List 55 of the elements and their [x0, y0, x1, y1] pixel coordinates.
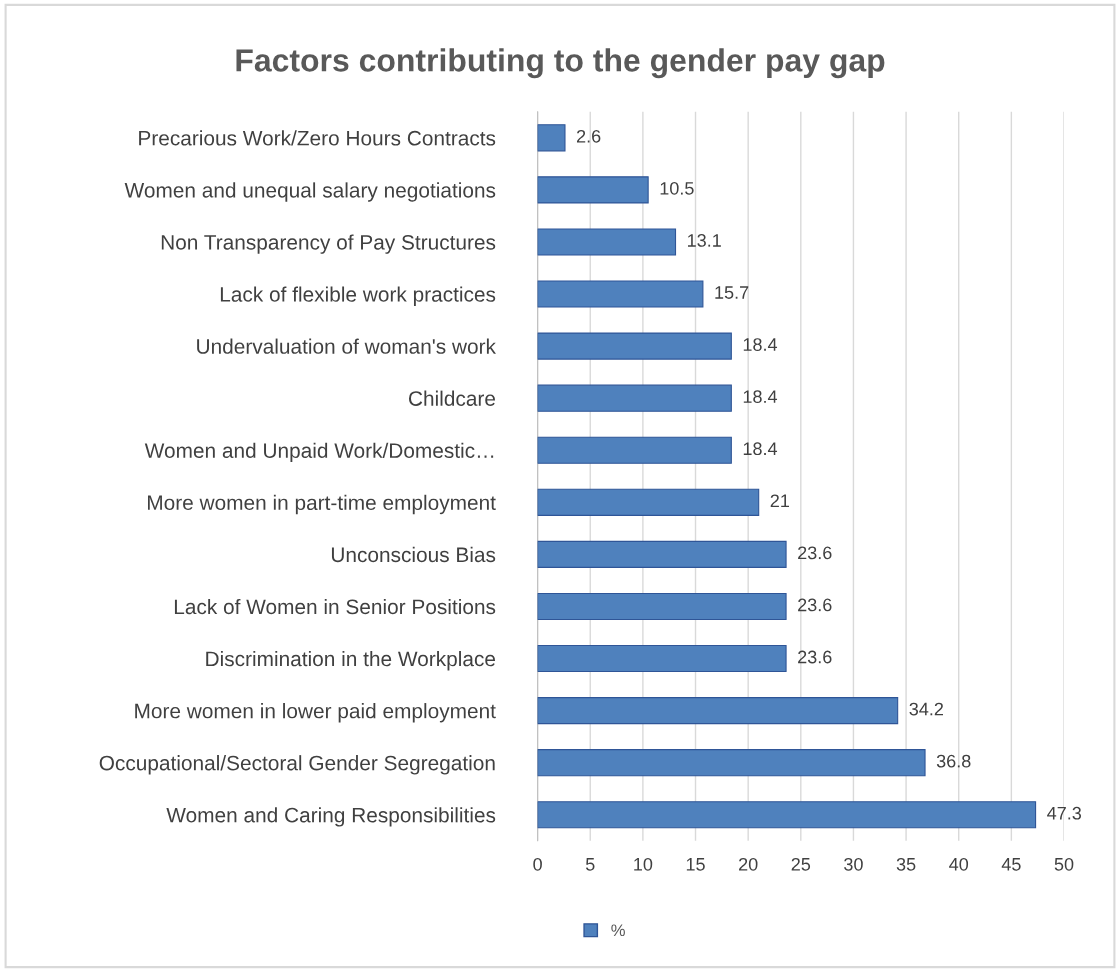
bar: [537, 280, 704, 308]
bar: [537, 644, 787, 673]
y-tick-label: Women and unequal salary negotiations: [124, 182, 496, 202]
data-label: 23.6: [798, 598, 832, 612]
data-label: 23.6: [798, 650, 832, 664]
data-label: 2.6: [576, 129, 601, 143]
x-tick-label: 45: [1001, 858, 1021, 871]
data-label: 18.4: [743, 390, 778, 404]
data-label: 23.6: [798, 546, 832, 560]
data-label: 21: [770, 494, 789, 507]
y-tick-label: Precarious Work/Zero Hours Contracts: [139, 130, 496, 146]
y-tick-label: Unconscious Bias: [331, 546, 496, 563]
x-tick-label: 15: [686, 858, 705, 871]
x-tick-label: 40: [949, 857, 969, 871]
y-tick-label: Occupational/Sectoral Gender Segregation: [99, 755, 495, 775]
y-tick-label: Women and Unpaid Work/Domestic…: [144, 442, 494, 463]
y-tick-label: Undervaluation of woman's work: [197, 338, 496, 354]
bar: [537, 176, 649, 204]
bar: [537, 384, 732, 412]
y-tick-label: More women in part-time employment: [148, 494, 496, 515]
x-tick-label: 10: [634, 857, 653, 871]
y-tick-label: Non Transparency of Pay Structures: [161, 234, 496, 254]
data-label: 18.4: [743, 338, 778, 351]
x-tick-label: 35: [896, 857, 916, 871]
bar: [537, 540, 787, 568]
bar: [537, 749, 926, 777]
data-label: 34.2: [909, 702, 943, 716]
bar: [537, 332, 732, 360]
data-label: 13.1: [688, 234, 721, 247]
bar: [537, 228, 677, 256]
data-label: 18.4: [743, 442, 778, 456]
bar: [537, 488, 760, 516]
y-tick-label: Lack of flexible work practices: [220, 286, 496, 306]
bar: [537, 436, 732, 464]
x-tick-label: 20: [739, 857, 758, 871]
bar: [537, 697, 899, 725]
legend-label: %: [611, 924, 625, 937]
x-tick-label: 5: [585, 858, 595, 871]
y-tick-label: Discrimination in the Workplace: [206, 650, 496, 671]
x-tick-label: 0: [533, 857, 542, 871]
y-tick-label: Women and Caring Responsibilities: [166, 807, 496, 827]
y-tick-label: Childcare: [408, 390, 496, 406]
y-tick-label: More women in lower paid employment: [135, 703, 496, 723]
chart-title: Factors contributing to the gender pay gap: [236, 48, 885, 79]
bar: [537, 801, 1037, 829]
x-tick-label: 30: [844, 857, 863, 871]
data-label: 15.7: [715, 286, 749, 299]
x-tick-label: 25: [791, 857, 811, 871]
bar: [537, 124, 566, 152]
y-tick-label: Lack of Women in Senior Positions: [174, 598, 496, 615]
bar: [537, 592, 787, 621]
data-label: 10.5: [660, 181, 694, 195]
data-label: 47.3: [1047, 806, 1082, 820]
data-label: 36.8: [936, 754, 971, 768]
x-tick-label: 50: [1054, 857, 1074, 871]
